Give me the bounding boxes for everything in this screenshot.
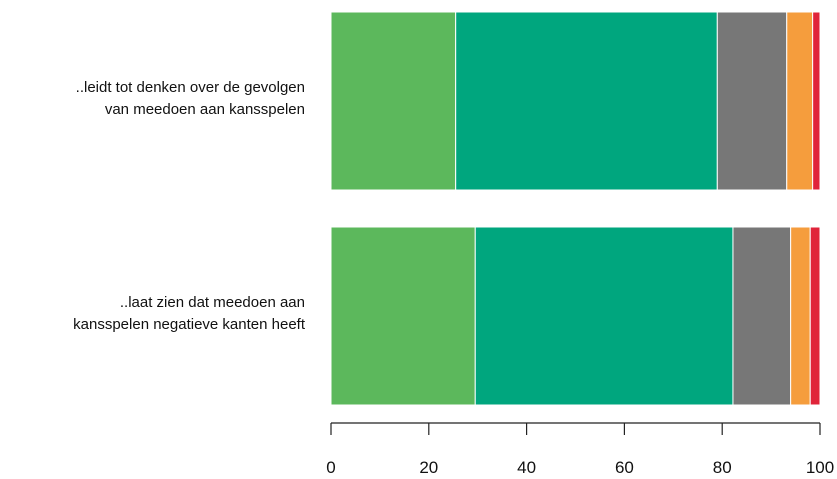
- category-label-1: ..laat zien dat meedoen aan kansspelen ne…: [73, 292, 305, 336]
- category-label-line: ..leidt tot denken over de gevolgen: [75, 79, 305, 96]
- bar-segment-1-4: [809, 226, 821, 406]
- bar-segment-0-0: [330, 11, 457, 191]
- category-label-line: kansspelen negatieve kanten heeft: [73, 316, 305, 333]
- bar-segment-1-0: [330, 226, 476, 406]
- category-label-0: ..leidt tot denken over de gevolgen van m…: [76, 77, 305, 121]
- x-tick-label-4: 80: [713, 458, 732, 477]
- bar-segment-0-3: [786, 11, 814, 191]
- category-label-line: van meedoen aan kansspelen: [104, 101, 305, 118]
- category-label-line: ..laat zien dat meedoen aan: [119, 294, 305, 311]
- x-tick-label-0: 0: [326, 458, 335, 477]
- bar-segment-1-3: [790, 226, 811, 406]
- x-tick-label-5: 100: [806, 458, 834, 477]
- bar-segment-1-2: [732, 226, 792, 406]
- x-tick-label-3: 60: [615, 458, 634, 477]
- bar-segment-0-2: [716, 11, 788, 191]
- x-tick-label-2: 40: [517, 458, 536, 477]
- bar-segment-1-1: [474, 226, 734, 406]
- bar-segment-0-1: [455, 11, 718, 191]
- bar-segment-0-4: [812, 11, 821, 191]
- x-tick-label-1: 20: [419, 458, 438, 477]
